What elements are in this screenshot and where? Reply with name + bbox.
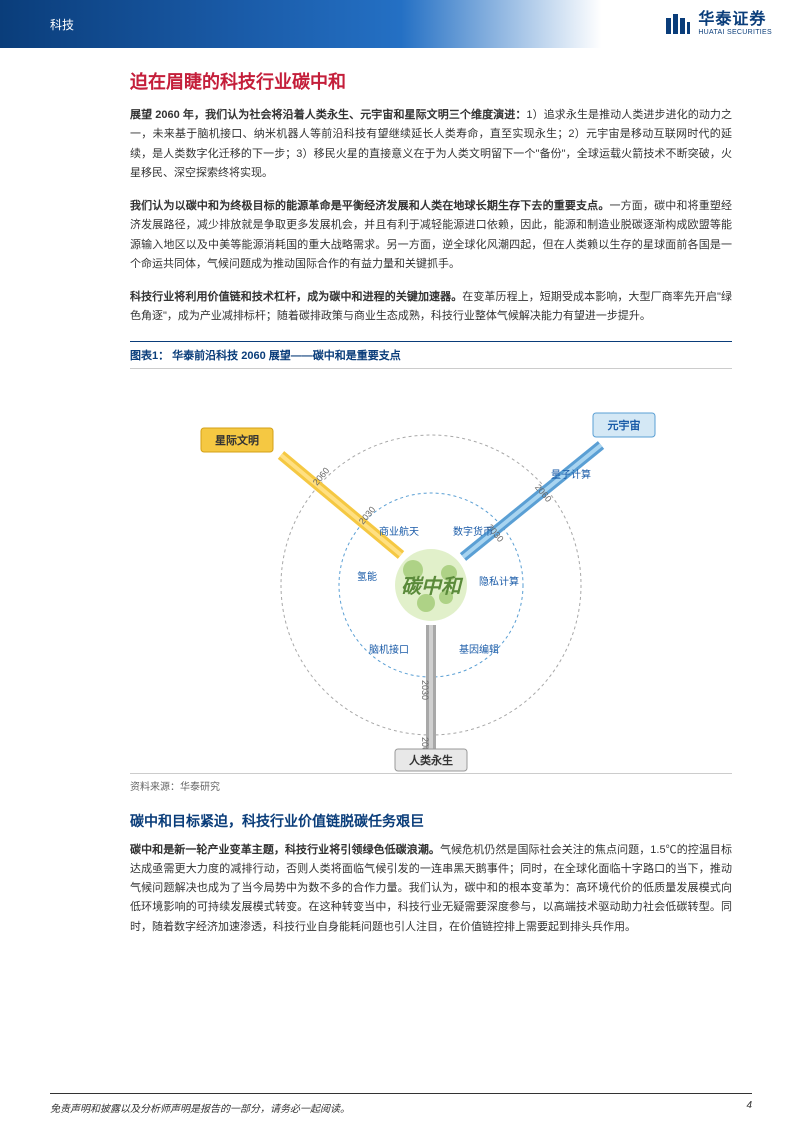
section1-title: 迫在眉睫的科技行业碳中和 [130, 68, 732, 94]
s2p1-bold: 碳中和是新一轮产业变革主题，科技行业将引领绿色低碳浪潮。 [130, 844, 440, 856]
svg-text:元宇宙: 元宇宙 [608, 418, 641, 432]
chart-source: 资料来源：华泰研究 [130, 773, 732, 793]
svg-text:星际文明: 星际文明 [215, 433, 259, 447]
center-label: 碳中和 [401, 575, 464, 598]
label-bci: 脑机接口 [369, 643, 409, 656]
label-privacy: 隐私计算 [479, 575, 519, 588]
label-gene: 基因编辑 [459, 643, 499, 656]
p3-bold: 科技行业将利用价值链和技术杠杆，成为碳中和进程的关键加速器。 [130, 291, 462, 303]
section2-para1: 碳中和是新一轮产业变革主题，科技行业将引领绿色低碳浪潮。气候危机仍然是国际社会关… [130, 841, 732, 937]
ring-2060-ul: 2060 [311, 465, 332, 487]
chart-title: 图表1： 华泰前沿科技 2060 展望——碳中和是重要支点 [130, 347, 401, 363]
s2p1-rest: 气候危机仍然是国际社会关注的焦点问题，1.5℃的控温目标达成亟需更大力度的减排行… [130, 844, 732, 933]
logo-name-cn: 华泰证券 [698, 11, 772, 29]
label-quantum: 量子计算 [551, 468, 591, 481]
arrow-metaverse-inner [463, 445, 601, 557]
label-hydrogen: 氢能 [357, 570, 377, 583]
section1-para2: 我们认为以碳中和为终极目标的能源革命是平衡经济发展和人类在地球长期生存下去的重要… [130, 197, 732, 274]
main-content: 迫在眉睫的科技行业碳中和 展望 2060 年，我们认为社会将沿着人类永生、元宇宙… [0, 48, 802, 937]
tag-metaverse: 元宇宙 [593, 413, 655, 437]
page-header: 科技 华泰证券 HUATAI SECURITIES [0, 0, 802, 48]
chart-title-row: 图表1： 华泰前沿科技 2060 展望——碳中和是重要支点 [130, 341, 732, 369]
arrow-interstellar-inner [281, 455, 401, 555]
footer-disclaimer: 免责声明和披露以及分析师声明是报告的一部分，请务必一起阅读。 [50, 1100, 350, 1115]
page-footer: 免责声明和披露以及分析师声明是报告的一部分，请务必一起阅读。 4 [50, 1093, 752, 1115]
p1-bold: 展望 2060 年，我们认为社会将沿着人类永生、元宇宙和星际文明三个维度演进： [130, 109, 526, 121]
huatai-logo-icon [664, 10, 692, 38]
svg-text:人类永生: 人类永生 [409, 753, 453, 767]
label-digital-currency: 数字货币 [453, 525, 493, 538]
header-category: 科技 [50, 16, 74, 33]
label-space: 商业航天 [379, 525, 419, 538]
section2-title: 碳中和目标紧迫，科技行业价值链脱碳任务艰巨 [130, 811, 732, 831]
logo-name-en: HUATAI SECURITIES [698, 29, 772, 37]
section1-para3: 科技行业将利用价值链和技术杠杆，成为碳中和进程的关键加速器。在变革历程上，短期受… [130, 288, 732, 327]
p2-bold: 我们认为以碳中和为终极目标的能源革命是平衡经济发展和人类在地球长期生存下去的重要… [130, 200, 610, 212]
ring-2030-d: 2030 [420, 680, 430, 700]
outlook-diagram: 碳中和 2030 2060 2030 2060 2030 2060 星际文明 [130, 375, 732, 773]
footer-page-number: 4 [746, 1100, 752, 1115]
tag-interstellar: 星际文明 [201, 428, 273, 452]
logo-block: 华泰证券 HUATAI SECURITIES [664, 10, 772, 38]
section1-para1: 展望 2060 年，我们认为社会将沿着人类永生、元宇宙和星际文明三个维度演进：1… [130, 106, 732, 183]
ring-2030-ul: 2030 [357, 504, 378, 526]
tag-immortality: 人类永生 [395, 749, 467, 771]
